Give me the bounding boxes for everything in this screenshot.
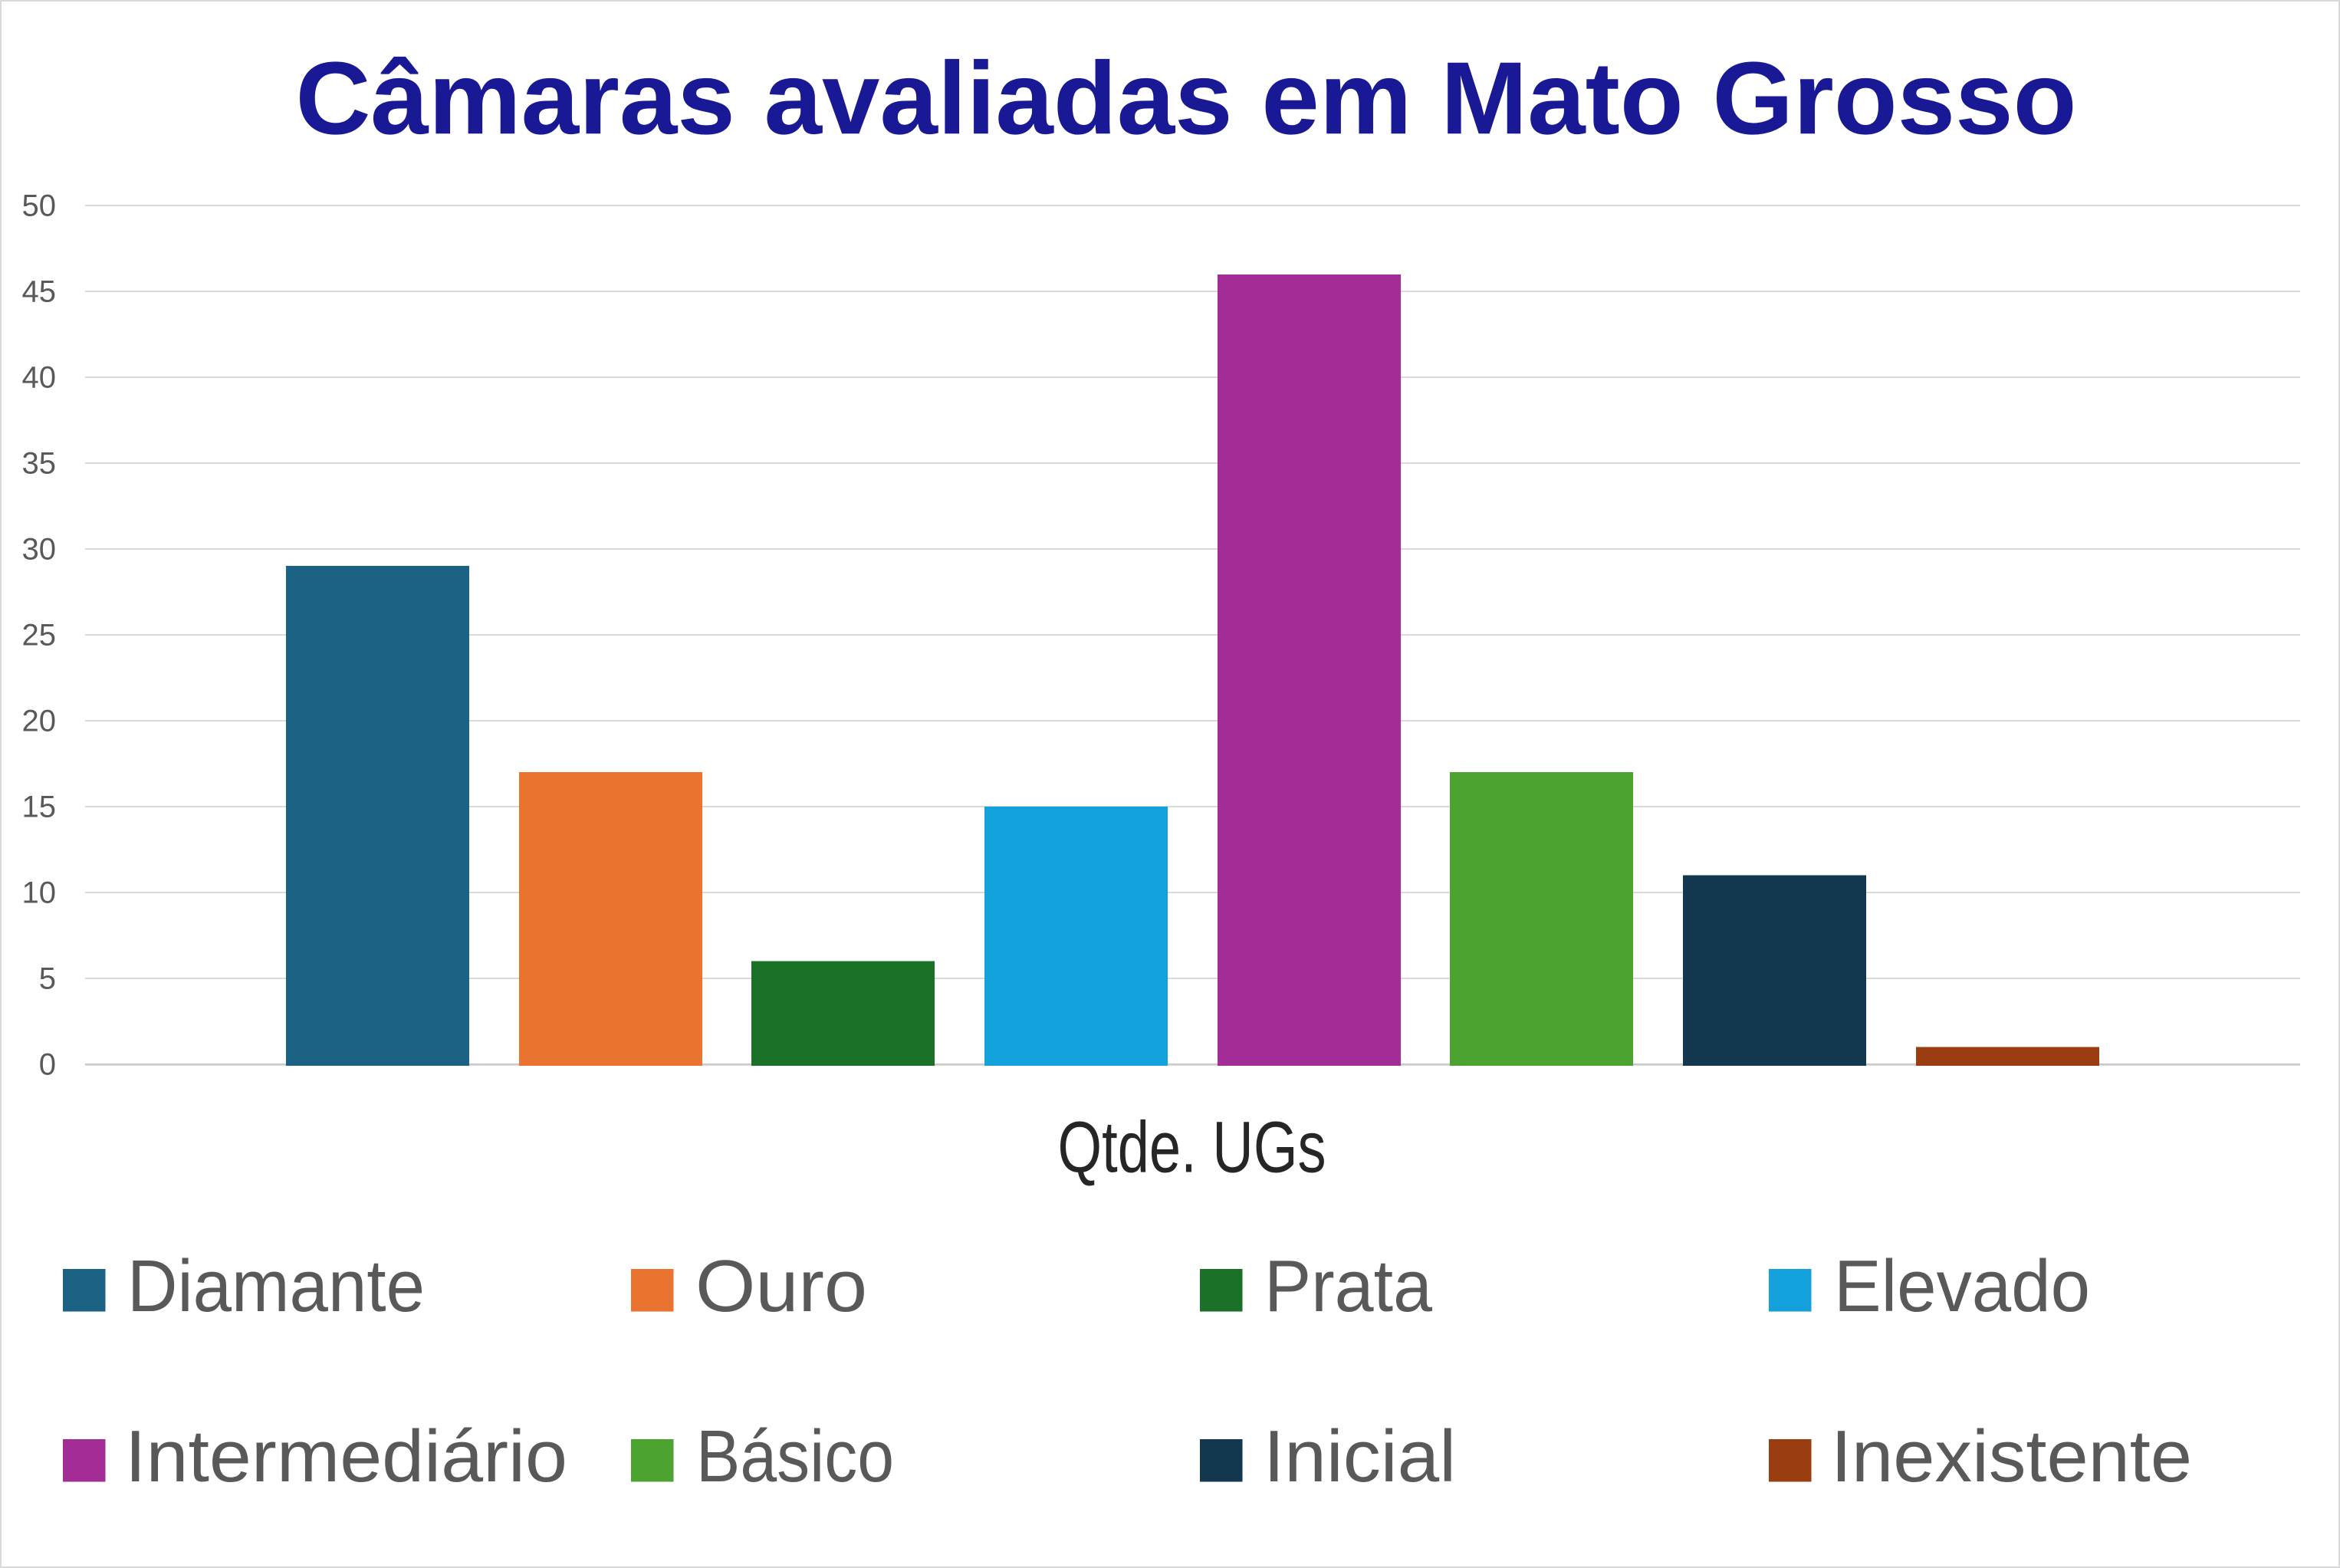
svg-text:10: 10: [22, 876, 57, 910]
svg-text:Inicial: Inicial: [1264, 1415, 1456, 1497]
svg-text:15: 15: [22, 791, 57, 824]
svg-text:30: 30: [22, 533, 57, 567]
svg-text:Elevado: Elevado: [1834, 1245, 2090, 1327]
svg-text:0: 0: [39, 1048, 56, 1082]
svg-text:Câmaras avaliadas em Mato Gros: Câmaras avaliadas em Mato Grosso: [296, 40, 2077, 156]
svg-text:Inexistente: Inexistente: [1831, 1415, 2192, 1497]
svg-text:35: 35: [22, 447, 57, 481]
svg-text:25: 25: [22, 619, 57, 653]
svg-text:Diamante: Diamante: [127, 1245, 425, 1327]
svg-text:Ouro: Ouro: [695, 1245, 867, 1327]
svg-text:50: 50: [22, 189, 57, 223]
svg-text:Básico: Básico: [696, 1415, 894, 1497]
svg-text:40: 40: [22, 361, 57, 395]
svg-text:20: 20: [22, 705, 57, 738]
svg-text:Qtde. UGs: Qtde. UGs: [1058, 1107, 1326, 1188]
svg-text:5: 5: [39, 962, 56, 996]
svg-text:45: 45: [22, 275, 57, 309]
svg-text:Intermediário: Intermediário: [125, 1415, 567, 1497]
svg-text:Prata: Prata: [1264, 1245, 1433, 1327]
